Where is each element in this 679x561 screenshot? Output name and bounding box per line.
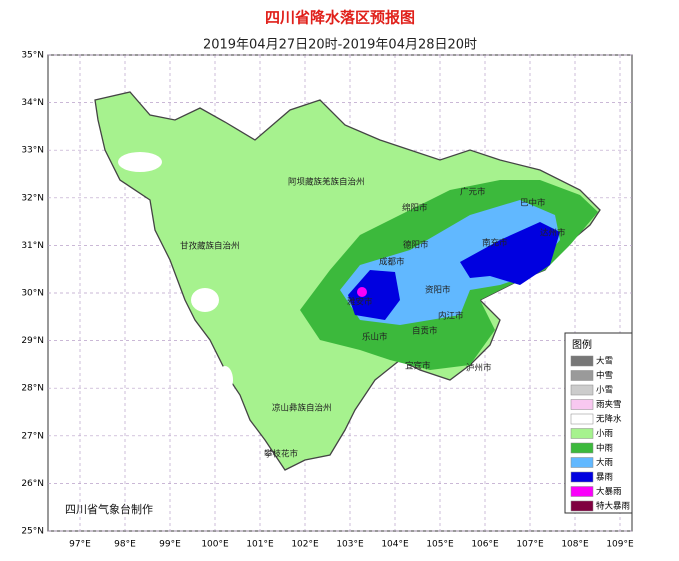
legend-label: 中雪 — [596, 370, 613, 381]
city-label: 成都市 — [379, 257, 405, 268]
legend-label: 大暴雨 — [596, 486, 622, 497]
city-label: 自贡市 — [412, 326, 438, 337]
lon-tick-label: 103°E — [336, 540, 364, 550]
credit: 四川省气象台制作 — [65, 502, 153, 516]
rainstorm-area — [460, 222, 560, 285]
legend-swatch — [570, 457, 594, 468]
legend-label: 小雨 — [596, 428, 614, 439]
city-label: 乐山市 — [362, 332, 388, 343]
lon-tick-label: 100°E — [201, 540, 229, 550]
city-label: 甘孜藏族自治州 — [180, 241, 240, 252]
lat-tick-label: 31°N — [21, 241, 44, 251]
lat-tick-label: 28°N — [21, 384, 44, 394]
legend-swatch — [570, 384, 594, 396]
legend-swatch — [570, 413, 594, 425]
city-label: 南充市 — [482, 238, 508, 249]
legend-swatch — [570, 370, 594, 381]
lat-tick-label: 33°N — [21, 146, 44, 156]
lon-tick-label: 102°E — [291, 540, 319, 550]
city-label: 资阳市 — [425, 285, 451, 296]
rainstorm-area — [348, 270, 400, 320]
lon-tick-label: 99°E — [159, 540, 181, 550]
city-label: 广元市 — [460, 187, 486, 198]
legend-title: 图例 — [572, 338, 592, 351]
legend-label: 中雨 — [596, 443, 614, 454]
lon-tick-label: 98°E — [114, 540, 136, 550]
lat-tick-label: 34°N — [21, 98, 44, 108]
no-rain-area — [217, 366, 233, 394]
lat-tick-label: 26°N — [21, 479, 44, 489]
city-label: 雅安市 — [347, 297, 373, 308]
legend-label: 大雪 — [596, 356, 613, 367]
legend-label: 小雪 — [596, 385, 613, 396]
city-label: 攀枝花市 — [264, 449, 299, 460]
lon-tick-label: 108°E — [561, 540, 589, 550]
city-label: 阿坝藏族羌族自治州 — [288, 177, 365, 188]
legend-swatch — [570, 355, 594, 367]
lat-tick-label: 32°N — [21, 193, 44, 203]
city-label: 绵阳市 — [402, 203, 428, 214]
legend-swatch — [570, 428, 594, 439]
title: 四川省降水落区预报图 — [265, 9, 415, 27]
lon-tick-label: 106°E — [471, 540, 499, 550]
city-label: 泸州市 — [466, 363, 492, 374]
legend-swatch — [570, 471, 594, 483]
city-label: 德阳市 — [403, 240, 429, 251]
precipitation-areas — [94, 91, 601, 471]
lat-tick-label: 30°N — [21, 289, 44, 299]
lat-tick-label: 25°N — [21, 527, 44, 537]
legend-label: 暴雨 — [596, 473, 614, 483]
lon-tick-label: 107°E — [516, 540, 544, 550]
city-label: 内江市 — [438, 311, 464, 322]
lat-tick-label: 27°N — [21, 431, 44, 441]
no-rain-area — [191, 288, 219, 312]
legend-label: 无降水 — [596, 414, 622, 425]
legend-label: 大雨 — [596, 457, 614, 468]
city-label: 巴中市 — [520, 198, 546, 209]
heavy-rainstorm-area — [357, 287, 367, 297]
no-rain-area — [118, 152, 162, 172]
lat-tick-label: 29°N — [21, 336, 44, 346]
legend-label: 特大暴雨 — [596, 501, 631, 512]
city-label: 凉山彝族自治州 — [272, 403, 332, 414]
legend-swatch — [570, 442, 594, 454]
legend-swatch — [570, 486, 594, 497]
lon-tick-label: 104°E — [381, 540, 409, 550]
legend-swatch — [570, 399, 594, 410]
city-label: 达州市 — [540, 228, 566, 239]
lat-tick-label: 35°N — [21, 51, 44, 61]
lon-tick-label: 101°E — [246, 540, 274, 550]
lon-tick-label: 105°E — [426, 540, 454, 550]
lon-tick-label: 109°E — [606, 540, 634, 550]
lon-tick-label: 97°E — [69, 540, 91, 550]
city-label: 宜宾市 — [405, 361, 431, 372]
subtitle: 2019年04月27日20时-2019年04月28日20时 — [203, 38, 477, 53]
legend-label: 雨夹雪 — [596, 399, 622, 410]
legend-swatch — [570, 500, 594, 512]
